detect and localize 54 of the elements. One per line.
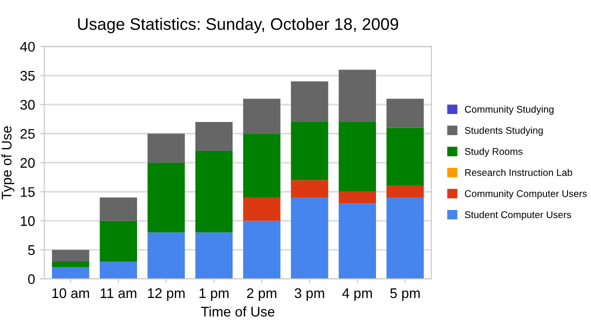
bar — [243, 134, 280, 198]
x-tick-label: 3 pm — [294, 288, 324, 301]
bar — [290, 81, 328, 122]
bar — [338, 122, 376, 192]
x-tick-label: 12 pm — [148, 288, 185, 301]
x-tick-label: 2 pm — [247, 288, 276, 301]
bar — [195, 122, 233, 152]
bar — [148, 134, 185, 163]
bar — [52, 261, 90, 268]
bar — [52, 267, 90, 279]
legend-label: Student Computer Users — [464, 211, 572, 220]
bar — [100, 198, 138, 221]
bar — [338, 192, 376, 204]
x-tick-label: 1 pm — [200, 288, 229, 301]
y-tick-label: 20 — [20, 158, 35, 168]
legend-label: Community Studying — [464, 106, 554, 115]
legend-label: Students Studying — [464, 126, 543, 136]
bar — [386, 198, 424, 279]
x-tick-label: 10 am — [52, 288, 89, 298]
bar — [195, 151, 233, 232]
y-axis-title: Type of Use — [1, 126, 14, 200]
legend-label: Research Instruction Lab — [465, 168, 572, 176]
bar — [243, 98, 280, 134]
bar — [290, 122, 328, 180]
y-tick-label: 25 — [20, 128, 35, 139]
bar — [290, 180, 328, 198]
x-tick-label: 4 pm — [342, 288, 372, 301]
bar — [100, 220, 138, 262]
chart-title: Usage Statistics: Sunday, October 18, 2009 — [78, 18, 398, 34]
bar — [195, 232, 233, 279]
bar — [386, 98, 424, 128]
legend-label: Community Computer Users — [464, 190, 587, 199]
bar — [338, 70, 376, 122]
bar — [243, 220, 280, 279]
legend-label: Study Rooms — [464, 148, 522, 157]
bar — [243, 198, 280, 221]
y-tick-label: 30 — [20, 100, 35, 110]
y-tick-label: 10 — [20, 216, 35, 226]
bar — [386, 128, 424, 186]
bar — [148, 162, 185, 232]
x-axis-title: Time of Use — [201, 306, 274, 317]
bar — [290, 198, 328, 279]
bar — [52, 250, 90, 262]
bar — [386, 186, 424, 198]
y-tick-label: 5 — [28, 245, 35, 255]
x-tick-label: 5 pm — [390, 288, 420, 301]
x-tick-label: 11 am — [100, 288, 136, 298]
bar — [148, 232, 185, 279]
bar — [100, 261, 138, 279]
y-tick-label: 15 — [20, 187, 35, 197]
y-tick-label: 0 — [28, 274, 35, 284]
y-tick-label: 35 — [20, 70, 35, 81]
bar — [338, 203, 376, 279]
y-tick-label: 40 — [20, 42, 35, 52]
